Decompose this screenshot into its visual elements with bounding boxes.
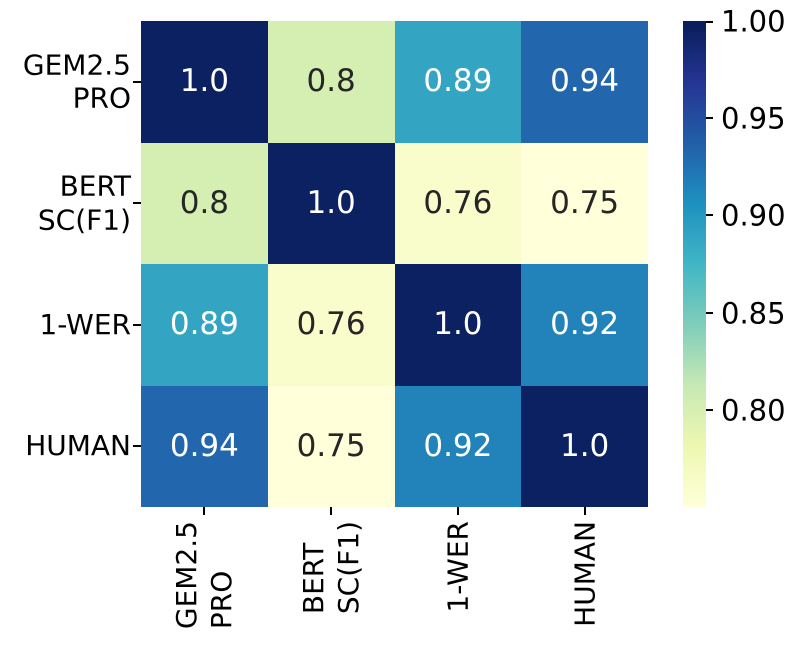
cell-value: 0.89	[423, 63, 493, 100]
tick-mark	[203, 507, 206, 515]
x-tick-label-human: HUMAN	[568, 521, 602, 627]
heatmap-cell-HUMAN-x-1-WER: 0.92	[394, 385, 522, 507]
x-tick-label-1-wer: 1-WER	[441, 521, 475, 613]
x-tick-label-bert-sc-f1-: BERT SC(F1)	[297, 521, 366, 615]
heatmap-cell-BERT SC(F1)-x-1-WER: 0.76	[394, 142, 522, 264]
tick-mark	[133, 445, 141, 448]
heatmap-cell-1-WER-x-GEM2.5 PRO: 0.89	[141, 264, 268, 386]
heatmap-cell-1-WER-x-BERT SC(F1): 0.76	[267, 264, 395, 386]
colorbar-gradient	[683, 21, 706, 507]
tick-mark	[133, 323, 141, 326]
x-tick-label-gem2-5-pro: GEM2.5 PRO	[170, 521, 239, 630]
cell-value: 1.0	[433, 306, 483, 343]
colorbar-tick-label-0.80: 0.80	[721, 393, 786, 428]
cell-value: 0.92	[423, 427, 493, 464]
cell-value: 0.8	[179, 184, 230, 221]
cell-value: 0.76	[423, 184, 493, 221]
tick-mark	[133, 202, 141, 205]
cell-value: 1.0	[559, 427, 610, 464]
cell-value: 0.76	[296, 306, 366, 343]
heatmap-cell-HUMAN-x-BERT SC(F1): 0.75	[267, 385, 395, 507]
y-tick-label-bert-sc-f1-: BERT SC(F1)	[37, 169, 131, 237]
colorbar-tick-label-0.95: 0.95	[721, 101, 786, 136]
tick-mark	[133, 80, 141, 83]
colorbar-tick-label-1.00: 1.00	[721, 4, 786, 39]
heatmap-cell-BERT SC(F1)-x-GEM2.5 PRO: 0.8	[141, 142, 268, 264]
tick-mark	[583, 507, 586, 515]
tick-mark	[706, 214, 713, 217]
heatmap-cell-1-WER-x-1-WER: 1.0	[394, 264, 522, 386]
heatmap-cell-1-WER-x-HUMAN: 0.92	[521, 264, 648, 386]
tick-mark	[706, 408, 713, 411]
colorbar-tick-label-0.85: 0.85	[721, 296, 786, 331]
tick-mark	[330, 507, 333, 515]
tick-mark	[706, 311, 713, 314]
cell-value: 0.94	[169, 427, 239, 464]
heatmap-cell-GEM2.5 PRO-x-GEM2.5 PRO: 1.0	[141, 21, 268, 143]
cell-value: 1.0	[179, 63, 230, 100]
tick-mark	[706, 21, 713, 23]
heatmap-cell-BERT SC(F1)-x-BERT SC(F1): 1.0	[267, 142, 395, 264]
heatmap-cell-HUMAN-x-HUMAN: 1.0	[521, 385, 648, 507]
tick-mark	[456, 507, 459, 515]
heatmap-cell-BERT SC(F1)-x-HUMAN: 0.75	[521, 142, 648, 264]
heatmap-cell-GEM2.5 PRO-x-BERT SC(F1): 0.8	[267, 21, 395, 143]
colorbar-tick-label-0.90: 0.90	[721, 198, 786, 233]
heatmap-grid: 1.0 0.8 0.89 0.94 0.8 1.0 0.76 0.75 0.89 0.76 1.0 0…	[141, 21, 648, 507]
cell-value: 0.75	[296, 427, 366, 464]
heatmap-cell-HUMAN-x-GEM2.5 PRO: 0.94	[141, 385, 268, 507]
cell-value: 0.8	[306, 63, 356, 100]
y-tick-label-gem2-5-pro: GEM2.5 PRO	[22, 48, 131, 115]
cell-value: 0.89	[169, 306, 239, 343]
cell-value: 1.0	[306, 184, 356, 221]
y-tick-label-human: HUMAN	[25, 429, 131, 463]
cell-value: 0.94	[550, 63, 620, 100]
y-tick-label-1-wer: 1-WER	[39, 307, 131, 341]
tick-mark	[706, 117, 713, 120]
heatmap-cell-GEM2.5 PRO-x-1-WER: 0.89	[394, 21, 522, 143]
cell-value: 0.75	[550, 184, 620, 221]
heatmap-cell-GEM2.5 PRO-x-HUMAN: 0.94	[521, 21, 648, 143]
cell-value: 0.92	[550, 306, 620, 343]
